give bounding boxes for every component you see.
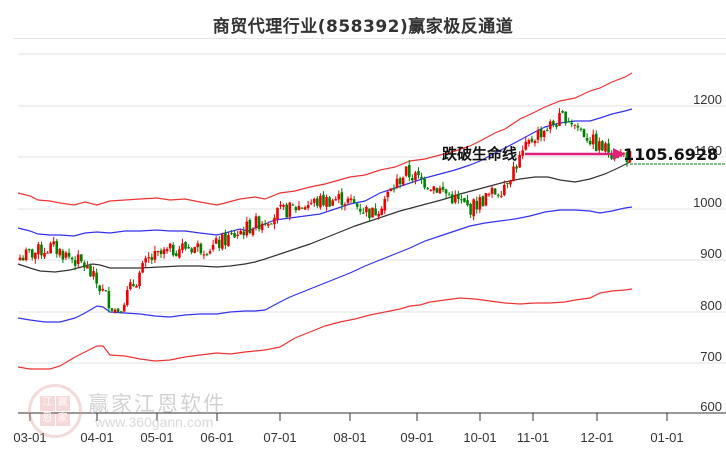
x-tick-03-01: 03-01	[13, 430, 46, 445]
life-line-break-annotation: 跌破生命线 1105.6928	[442, 145, 718, 164]
watermark-logo-char: 恩	[40, 411, 55, 426]
x-tick-12-01: 12-01	[580, 430, 613, 445]
x-tick-09-01: 09-01	[400, 430, 433, 445]
watermark-logo-char: 赢	[55, 396, 70, 411]
y-tick-700: 700	[700, 349, 722, 364]
upper-inner-band	[17, 108, 633, 237]
watermark-logo-char: 家	[55, 411, 70, 426]
price-label: 1105.6928	[623, 145, 718, 164]
annotation-label: 跌破生命线	[442, 145, 517, 163]
x-tick-04-01: 04-01	[80, 430, 113, 445]
x-tick-07-01: 07-01	[263, 430, 296, 445]
lower-outer-band	[17, 288, 633, 370]
chart-title: 商贸代理行业(858392)赢家极反通道	[212, 17, 514, 37]
x-tick-06-01: 06-01	[200, 430, 233, 445]
lower-inner-band	[17, 206, 633, 323]
x-axis: 03-01 04-01 05-01 06-01 07-01 08-01 09-0…	[13, 412, 726, 445]
x-tick-05-01: 05-01	[140, 430, 173, 445]
watermark-url: www.360gann.com	[95, 414, 214, 430]
y-tick-900: 900	[700, 246, 722, 261]
y-tick-1100: 1100	[694, 143, 722, 158]
life-line	[17, 161, 631, 273]
x-tick-08-01: 08-01	[333, 430, 366, 445]
y-tick-1000: 1000	[693, 195, 722, 210]
x-tick-11-01: 11-01	[517, 430, 549, 445]
upper-outer-band	[17, 72, 633, 206]
y-tick-600: 600	[700, 399, 722, 414]
y-tick-800: 800	[700, 298, 722, 313]
watermark-logo-icon: 江 赢 恩 家	[28, 384, 82, 438]
x-tick-10-01: 10-01	[463, 430, 496, 445]
y-tick-1200: 1200	[693, 92, 722, 107]
watermark-brand: 赢家江恩软件	[88, 392, 226, 416]
y-axis-labels: 1200 1100 1000 900 800 700 600	[693, 92, 722, 414]
watermark-logo-char: 江	[40, 396, 55, 411]
title-divider	[13, 38, 726, 39]
candlesticks	[18, 108, 632, 314]
x-tick-01-01: 01-01	[650, 430, 683, 445]
